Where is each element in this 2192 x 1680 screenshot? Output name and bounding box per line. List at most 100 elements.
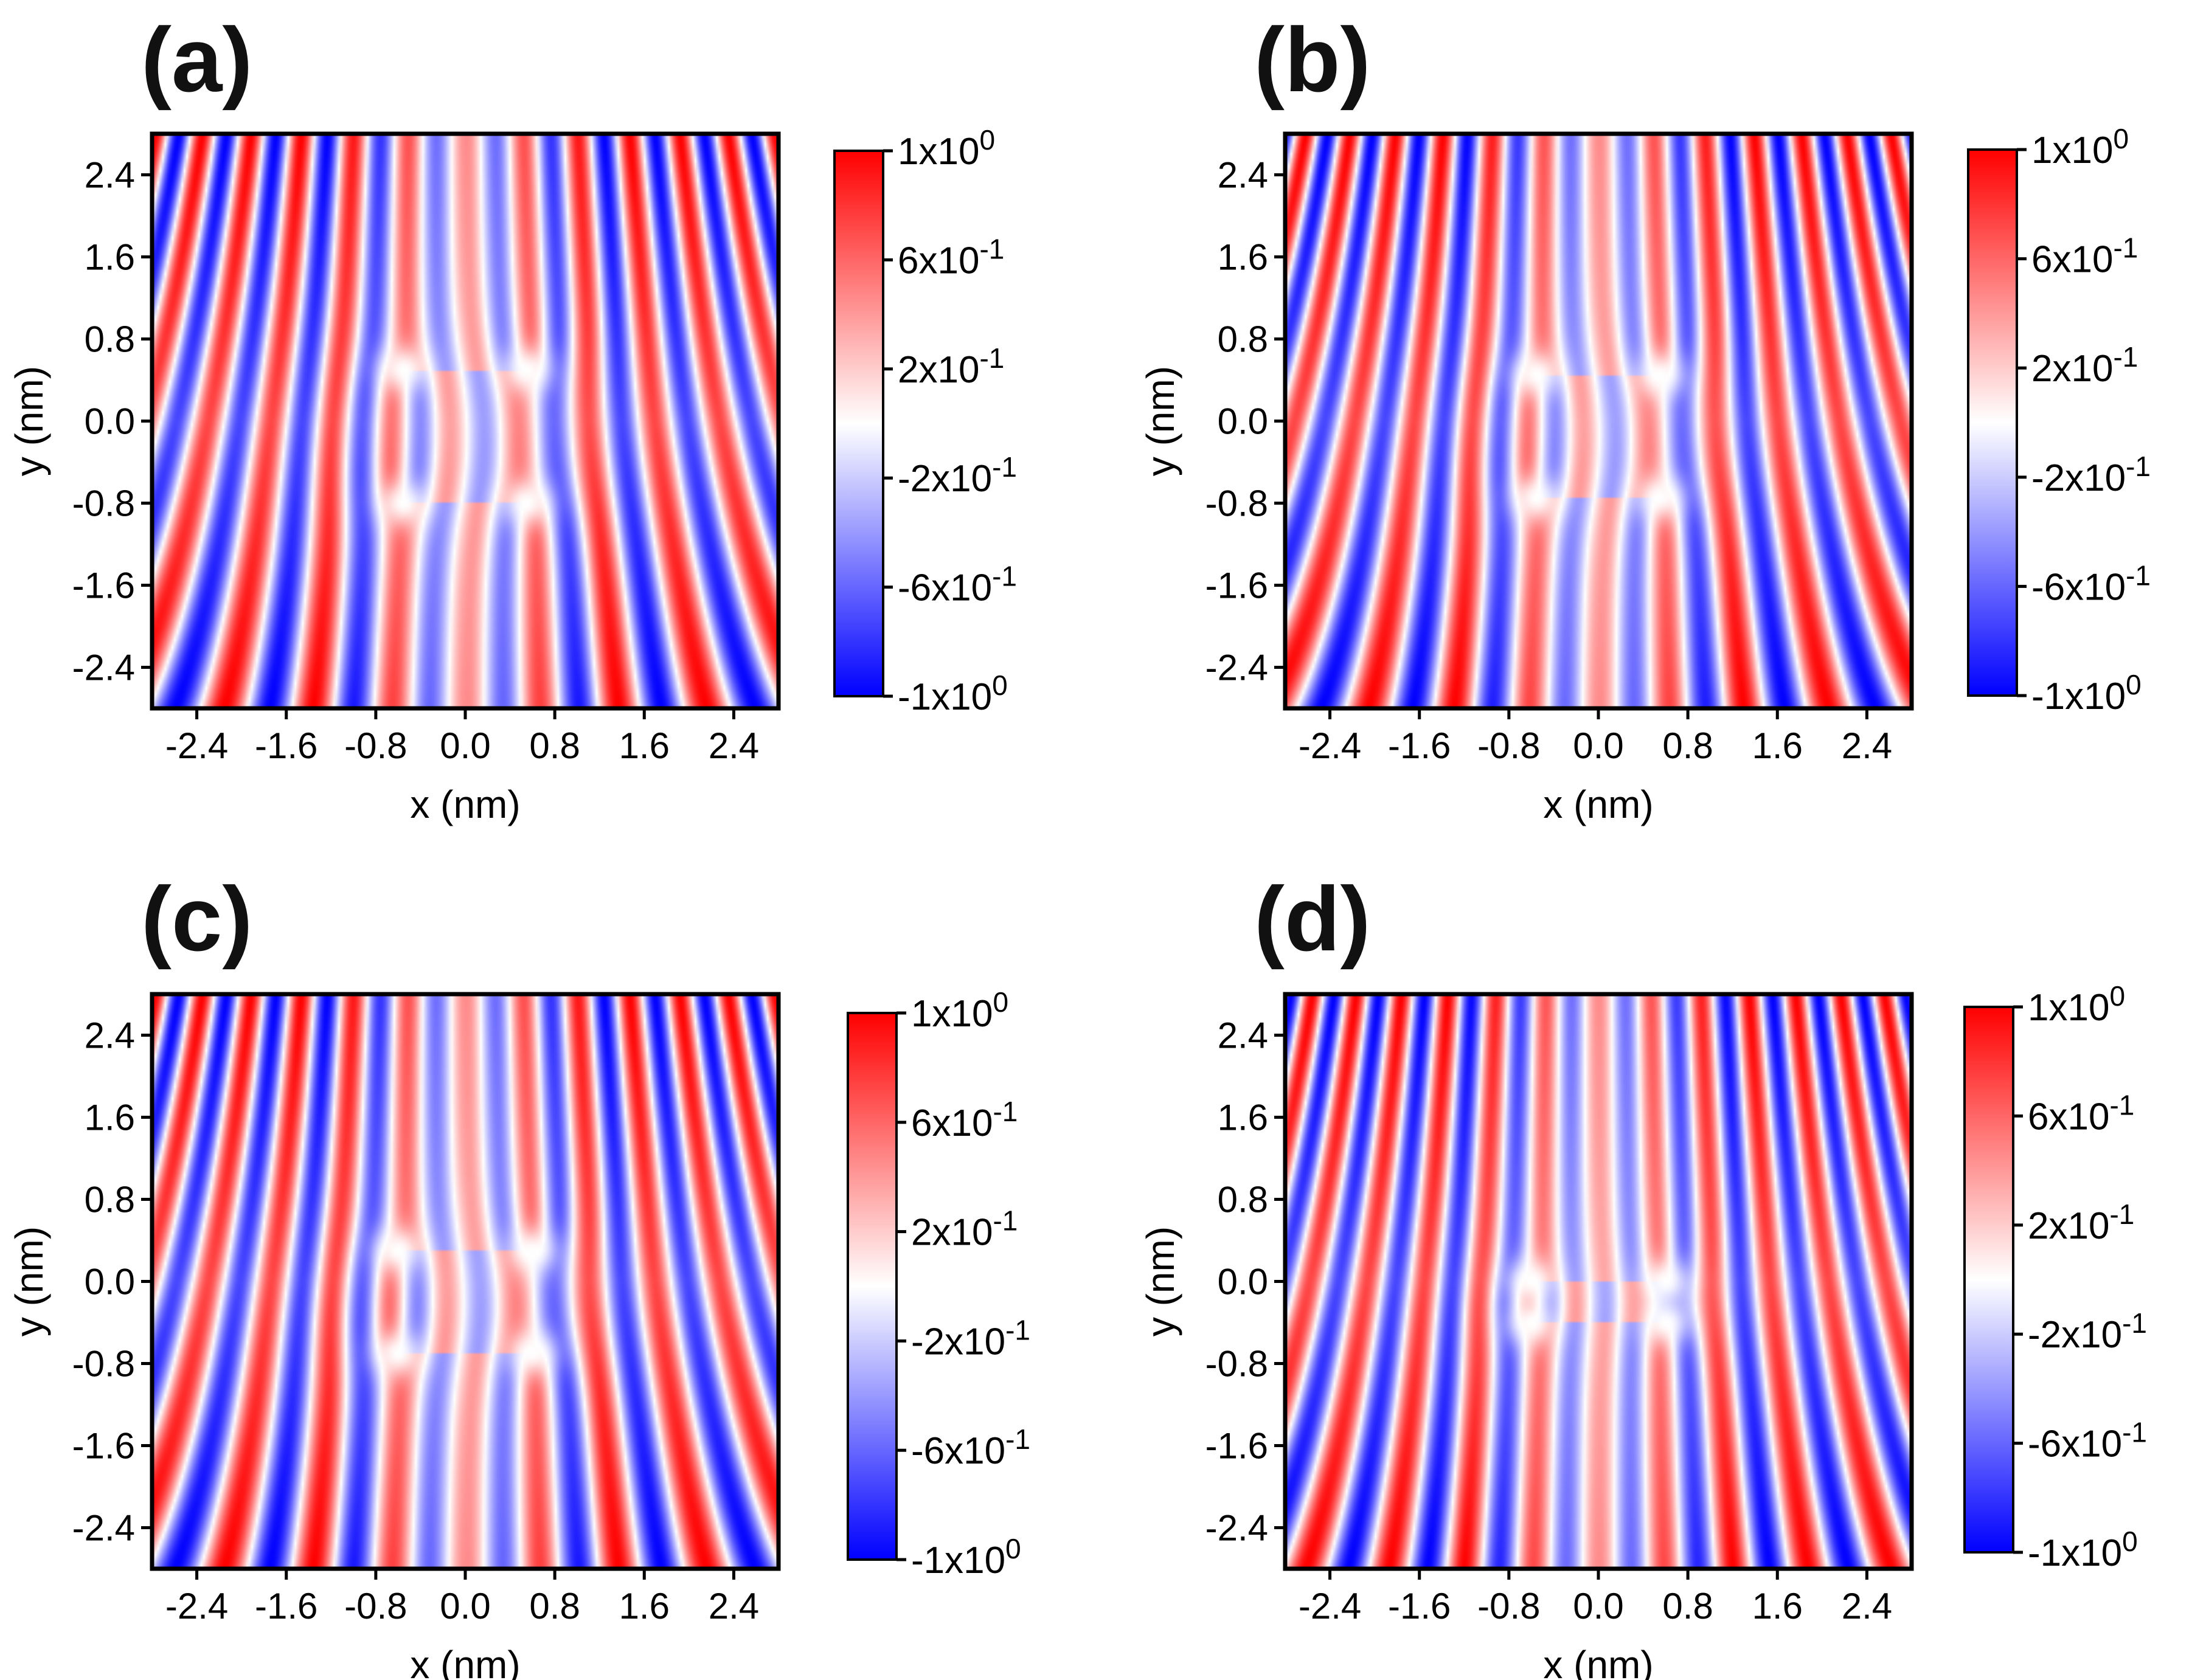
y-tick-label: -2.4 bbox=[1205, 1508, 1268, 1549]
colorbar-tick-label: -6x10-1 bbox=[911, 1423, 1030, 1472]
colorbar-tick-label: 1x100 bbox=[898, 124, 995, 173]
x-tick-label: 2.4 bbox=[1842, 1586, 1892, 1626]
panel-a: (a)-2.4 -1.6 -0.8 0.0 0.8 1.6 2.42.41.60.80.0-… bbox=[7, 9, 1017, 826]
y-axis-title: y (nm) bbox=[7, 366, 51, 476]
colorbar-tick-label: 6x10-1 bbox=[2028, 1089, 2134, 1138]
colorbar-frame bbox=[833, 150, 884, 697]
y-tick-label: 1.6 bbox=[1218, 1098, 1268, 1138]
x-tick-label: 1.6 bbox=[1752, 725, 1803, 766]
x-tick-label: -2.4 bbox=[1299, 1586, 1361, 1626]
y-axis-title: y (nm) bbox=[1139, 1226, 1182, 1336]
y-tick-label: -2.4 bbox=[1205, 648, 1268, 688]
y-tick-label: 1.6 bbox=[85, 237, 135, 278]
heatmap-image bbox=[152, 994, 779, 1569]
x-tick-label: 1.6 bbox=[1752, 1586, 1803, 1626]
colorbar-tick-label: 6x10-1 bbox=[898, 233, 1004, 282]
y-tick-label: -2.4 bbox=[72, 648, 135, 688]
x-tick-label: -2.4 bbox=[165, 725, 228, 766]
x-tick-label: 0.0 bbox=[440, 1586, 490, 1626]
colorbar bbox=[848, 1013, 897, 1560]
colorbar bbox=[1968, 150, 2017, 696]
y-tick-label: -0.8 bbox=[1205, 483, 1268, 524]
colorbar-tick-label: 1x100 bbox=[2028, 980, 2125, 1029]
panel-c: (c)-2.4 -1.6 -0.8 0.0 0.8 1.6 2.42.41.60.80.0-… bbox=[7, 868, 1030, 1680]
y-tick-label: 0.8 bbox=[1218, 319, 1268, 360]
x-tick-label: -0.8 bbox=[1477, 1586, 1540, 1626]
x-tick-label: 0.8 bbox=[1662, 725, 1713, 766]
heatmap-image bbox=[152, 134, 779, 708]
y-tick-label: 2.4 bbox=[1218, 155, 1268, 196]
y-tick-label: -0.8 bbox=[72, 1344, 135, 1384]
panel-label: (b) bbox=[1254, 9, 1371, 111]
colorbar-frame bbox=[1967, 148, 2018, 697]
x-tick-label: 0.8 bbox=[529, 725, 580, 766]
colorbar-tick-label: -1x100 bbox=[911, 1533, 1021, 1581]
colorbar-tick-label: -1x100 bbox=[2028, 1526, 2138, 1574]
x-axis-title: x (nm) bbox=[1543, 783, 1653, 826]
colorbar-tick-label: -2x10-1 bbox=[2031, 451, 2151, 499]
y-tick-label: 0.0 bbox=[85, 1262, 135, 1302]
x-tick-label: -2.4 bbox=[165, 1586, 228, 1626]
y-tick-label: 0.8 bbox=[85, 319, 135, 360]
y-tick-label: 0.8 bbox=[1218, 1180, 1268, 1220]
y-axis-title: y (nm) bbox=[7, 1226, 51, 1336]
colorbar-tick-label: -2x10-1 bbox=[898, 451, 1017, 500]
y-tick-label: -1.6 bbox=[1205, 565, 1268, 606]
x-axis-title: x (nm) bbox=[1543, 1643, 1653, 1680]
y-tick-label: 2.4 bbox=[85, 155, 135, 196]
x-tick-label: -1.6 bbox=[255, 1586, 317, 1626]
x-axis-title: x (nm) bbox=[410, 783, 520, 826]
panel-d: (d)-2.4 -1.6 -0.8 0.0 0.8 1.6 2.42.41.60.80.0-… bbox=[1139, 868, 2147, 1680]
colorbar-frame bbox=[1963, 1006, 2014, 1554]
x-tick-label: 0.8 bbox=[1662, 1586, 1713, 1626]
x-tick-label: 0.0 bbox=[1573, 1586, 1623, 1626]
colorbar-tick-label: 2x10-1 bbox=[898, 342, 1004, 391]
y-axis-title: y (nm) bbox=[1139, 366, 1182, 476]
y-tick-label: 1.6 bbox=[1218, 237, 1268, 278]
colorbar-tick-label: -6x10-1 bbox=[2028, 1417, 2147, 1465]
colorbar-frame bbox=[847, 1012, 898, 1561]
x-tick-label: 2.4 bbox=[709, 725, 759, 766]
colorbar-tick-label: -6x10-1 bbox=[898, 561, 1017, 609]
y-tick-label: 1.6 bbox=[85, 1098, 135, 1138]
x-tick-label: -1.6 bbox=[1388, 725, 1451, 766]
colorbar-tick-label: 6x10-1 bbox=[911, 1096, 1018, 1144]
y-tick-label: -0.8 bbox=[1205, 1344, 1268, 1384]
panel-label: (c) bbox=[141, 868, 252, 970]
x-tick-label: -0.8 bbox=[1477, 725, 1540, 766]
y-tick-label: -1.6 bbox=[1205, 1426, 1268, 1467]
x-axis-title: x (nm) bbox=[410, 1643, 520, 1680]
colorbar-tick-label: 1x100 bbox=[2031, 123, 2129, 171]
colorbar bbox=[834, 151, 883, 696]
panel-b: (b)-2.4 -1.6 -0.8 0.0 0.8 1.6 2.42.41.60.80.0-… bbox=[1139, 9, 2151, 826]
y-tick-label: 0.8 bbox=[85, 1180, 135, 1220]
y-tick-label: 2.4 bbox=[1218, 1015, 1268, 1056]
heatmap-image bbox=[1285, 994, 1912, 1569]
y-tick-label: 2.4 bbox=[85, 1015, 135, 1056]
colorbar-tick-label: 1x100 bbox=[911, 986, 1008, 1035]
y-tick-label: 0.0 bbox=[85, 401, 135, 442]
colorbar-tick-label: 2x10-1 bbox=[2031, 341, 2138, 390]
colorbar bbox=[1965, 1007, 2013, 1552]
x-tick-label: -2.4 bbox=[1299, 725, 1361, 766]
y-tick-label: -1.6 bbox=[72, 565, 135, 606]
x-tick-label: 1.6 bbox=[619, 725, 670, 766]
x-tick-label: 0.8 bbox=[529, 1586, 580, 1626]
colorbar-tick-label: -6x10-1 bbox=[2031, 559, 2151, 608]
colorbar-tick-label: 6x10-1 bbox=[2031, 232, 2138, 281]
x-tick-label: -1.6 bbox=[1388, 1586, 1451, 1626]
heatmap-image bbox=[1285, 134, 1912, 708]
colorbar-tick-label: -2x10-1 bbox=[2028, 1307, 2147, 1356]
y-tick-label: 0.0 bbox=[1218, 401, 1268, 442]
x-tick-label: -0.8 bbox=[344, 1586, 407, 1626]
colorbar-tick-label: -1x100 bbox=[2031, 669, 2142, 717]
colorbar-tick-label: -2x10-1 bbox=[911, 1314, 1030, 1363]
y-tick-label: 0.0 bbox=[1218, 1262, 1268, 1302]
panel-label: (d) bbox=[1254, 868, 1371, 970]
x-tick-label: 1.6 bbox=[619, 1586, 670, 1626]
panel-label: (a) bbox=[141, 9, 252, 111]
colorbar-tick-label: 2x10-1 bbox=[911, 1205, 1018, 1254]
x-tick-label: -1.6 bbox=[255, 725, 317, 766]
x-tick-label: -0.8 bbox=[344, 725, 407, 766]
